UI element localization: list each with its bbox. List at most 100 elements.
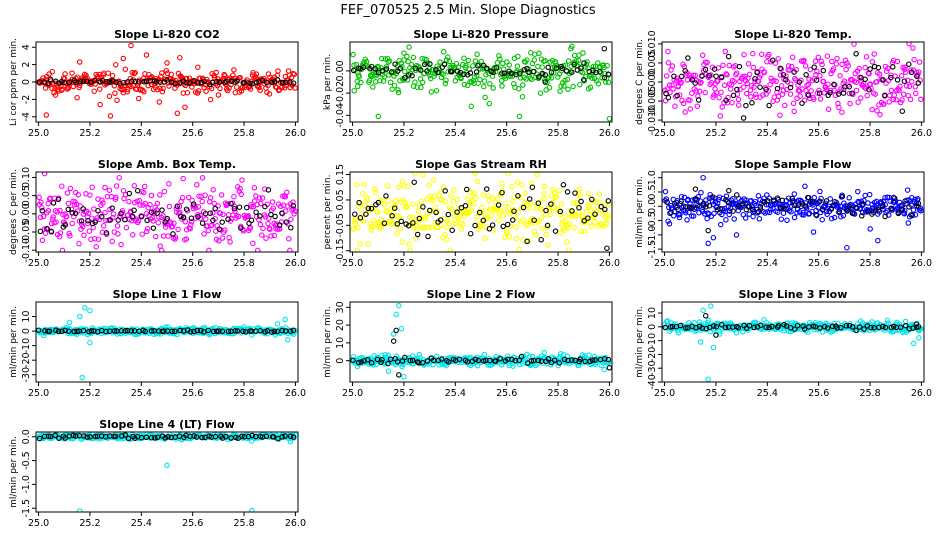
x-tick-label: 25.8 bbox=[233, 388, 254, 399]
flagged-point bbox=[853, 51, 859, 57]
data-point bbox=[41, 172, 48, 177]
x-tick-label: 25.0 bbox=[342, 258, 363, 269]
flagged-point bbox=[223, 433, 229, 440]
flagged-point bbox=[730, 208, 736, 214]
data-point bbox=[113, 194, 119, 201]
data-point bbox=[717, 113, 724, 119]
data-point bbox=[863, 54, 870, 60]
data-point bbox=[410, 214, 416, 220]
data-point bbox=[160, 233, 167, 239]
data-point bbox=[384, 209, 390, 215]
flagged-point bbox=[486, 226, 493, 232]
outlier-point bbox=[606, 365, 612, 371]
data-point bbox=[259, 195, 266, 201]
data-point bbox=[109, 238, 115, 245]
data-point bbox=[184, 89, 191, 96]
x-tick-label: 25.6 bbox=[808, 128, 829, 139]
data-point bbox=[205, 227, 212, 234]
y-tick-label: -1.5 bbox=[21, 499, 32, 518]
y-tick-label: -0.05 bbox=[21, 220, 32, 245]
data-point bbox=[546, 74, 552, 81]
x-tick-label: 25.2 bbox=[393, 388, 414, 399]
data-point bbox=[547, 211, 553, 218]
flagged-point bbox=[509, 356, 515, 363]
data-point bbox=[805, 329, 811, 335]
data-point bbox=[188, 221, 194, 228]
data-point bbox=[383, 64, 390, 70]
outlier-point bbox=[79, 374, 85, 381]
data-point bbox=[238, 88, 245, 94]
data-point bbox=[272, 83, 279, 90]
flagged-point bbox=[445, 211, 452, 218]
flagged-point bbox=[259, 77, 266, 83]
flagged-point bbox=[132, 435, 138, 441]
data-point bbox=[819, 216, 825, 223]
flagged-point bbox=[819, 206, 826, 213]
data-point bbox=[381, 73, 388, 80]
data-point bbox=[256, 84, 262, 91]
data-point bbox=[148, 192, 155, 199]
data-point bbox=[472, 58, 479, 64]
flagged-point bbox=[118, 210, 124, 217]
flagged-point bbox=[144, 217, 150, 224]
data-point bbox=[581, 228, 588, 235]
data-point bbox=[565, 86, 571, 93]
data-point bbox=[686, 320, 692, 326]
data-point bbox=[913, 90, 919, 97]
data-point bbox=[50, 214, 56, 220]
data-point bbox=[59, 183, 65, 189]
flagged-point bbox=[571, 61, 577, 68]
flagged-point bbox=[861, 326, 867, 332]
flagged-point bbox=[379, 68, 386, 74]
data-point bbox=[426, 182, 432, 189]
data-point bbox=[262, 214, 269, 220]
flagged-point bbox=[128, 328, 135, 334]
outlier-point bbox=[284, 337, 291, 343]
data-point bbox=[805, 81, 812, 88]
data-point bbox=[185, 194, 192, 201]
data-point bbox=[283, 82, 289, 89]
panel-4: Slope Amb. Box Temp. 25.0 25.2 25.4 25.6 25.8… bbox=[9, 158, 306, 269]
data-point bbox=[501, 207, 507, 213]
flagged-point bbox=[846, 203, 853, 209]
y-tick-label: 0.05 bbox=[21, 185, 32, 206]
data-point bbox=[410, 201, 416, 207]
outlier-point bbox=[97, 101, 103, 108]
data-point bbox=[231, 193, 237, 200]
flagged-point bbox=[449, 227, 455, 234]
flagged-point bbox=[838, 324, 844, 331]
data-point bbox=[841, 78, 848, 84]
x-tick-label: 25.2 bbox=[705, 128, 726, 139]
flagged-point bbox=[706, 72, 712, 79]
data-point bbox=[595, 81, 602, 87]
flagged-point bbox=[288, 225, 294, 231]
flagged-point bbox=[735, 324, 742, 331]
data-point bbox=[836, 206, 843, 213]
data-point bbox=[788, 63, 795, 70]
y-tick-label: 0 bbox=[21, 328, 32, 334]
data-point bbox=[124, 89, 130, 95]
plot-frame bbox=[35, 171, 299, 253]
flagged-point bbox=[860, 201, 866, 207]
flagged-point bbox=[822, 323, 828, 330]
data-point bbox=[150, 218, 156, 224]
data-point bbox=[77, 203, 83, 209]
panel-2: Slope Li-820 Pressure 25.0 25.2 25.4 25.6 25.… bbox=[323, 28, 620, 139]
outlier-point bbox=[393, 311, 399, 318]
data-point bbox=[662, 188, 669, 195]
outlier-point bbox=[580, 77, 587, 83]
flagged-point bbox=[107, 217, 113, 223]
flagged-point bbox=[475, 63, 481, 69]
flagged-point bbox=[383, 66, 390, 72]
flagged-point bbox=[746, 203, 752, 210]
flagged-point bbox=[757, 84, 763, 90]
flagged-point bbox=[174, 203, 180, 210]
flagged-point bbox=[803, 72, 809, 78]
data-point bbox=[387, 79, 394, 86]
data-point bbox=[585, 65, 591, 71]
flagged-point bbox=[154, 434, 161, 440]
data-point bbox=[37, 214, 44, 221]
data-point bbox=[416, 351, 423, 358]
flagged-point bbox=[449, 69, 455, 75]
flagged-point bbox=[399, 358, 406, 364]
